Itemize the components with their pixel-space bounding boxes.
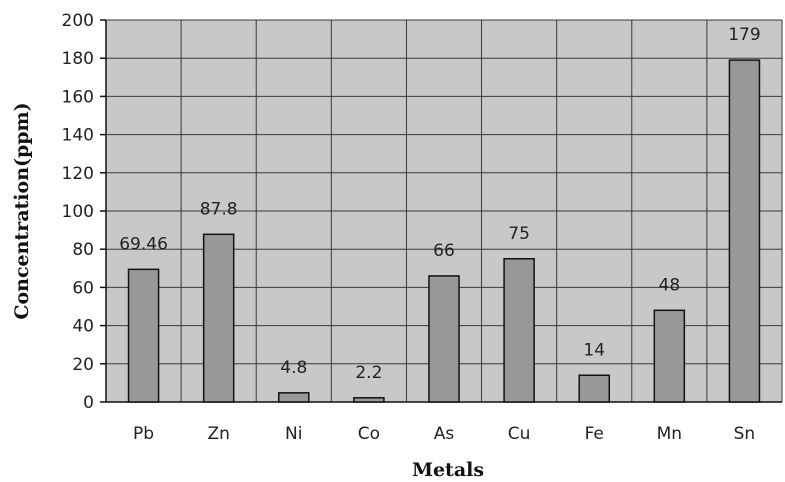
y-tick-label: 160 <box>62 87 94 107</box>
data-label-mn: 48 <box>659 275 681 295</box>
y-tick-label: 200 <box>62 11 94 31</box>
data-labels: 69.46 87.8 4.8 2.2 66 75 14 48 179 <box>119 25 760 383</box>
x-tick-labels: Pb Zn Ni Co As Cu Fe Mn Sn <box>133 424 755 444</box>
bar-zn <box>202 233 235 403</box>
bars <box>127 59 761 403</box>
x-tick-label-mn: Mn <box>657 424 682 444</box>
x-tick-label-as: As <box>434 424 455 444</box>
x-tick-label-ni: Ni <box>285 424 302 444</box>
x-axis-title: Metals <box>412 459 484 481</box>
x-tick-label-pb: Pb <box>133 424 154 444</box>
x-tick-label-zn: Zn <box>207 424 229 444</box>
y-tick-label: 100 <box>62 202 94 222</box>
data-label-zn: 87.8 <box>200 199 238 219</box>
bar-fe <box>578 374 610 403</box>
bar-cu <box>503 258 535 403</box>
data-label-sn: 179 <box>728 25 760 45</box>
y-tick-label: 60 <box>72 278 94 298</box>
data-label-pb: 69.46 <box>119 234 168 254</box>
bar-ni <box>278 392 310 403</box>
y-tick-label: 140 <box>62 126 94 146</box>
x-tick-label-cu: Cu <box>508 424 531 444</box>
y-tick-labels: 0 20 40 60 80 100 120 140 160 180 200 <box>62 11 94 413</box>
x-tick-label-fe: Fe <box>585 424 604 444</box>
y-tick-label: 20 <box>72 355 94 375</box>
y-tick-label: 180 <box>62 49 94 69</box>
y-tick-label: 40 <box>72 317 94 337</box>
y-axis-title: Concentration(ppm) <box>11 102 33 319</box>
bar-pb <box>127 268 160 403</box>
bar-mn <box>653 309 686 403</box>
y-tick-label: 80 <box>72 240 94 260</box>
y-tick-label: 0 <box>83 393 94 413</box>
bar-as <box>428 275 460 403</box>
bar-sn <box>728 59 761 403</box>
y-tick-label: 120 <box>62 164 94 184</box>
data-label-cu: 75 <box>508 224 530 244</box>
data-label-co: 2.2 <box>355 363 382 383</box>
bar-co <box>353 397 385 403</box>
data-label-fe: 14 <box>583 340 605 360</box>
x-tick-label-sn: Sn <box>734 424 756 444</box>
x-tick-label-co: Co <box>358 424 380 444</box>
data-label-ni: 4.8 <box>280 358 307 378</box>
data-label-as: 66 <box>433 241 455 261</box>
